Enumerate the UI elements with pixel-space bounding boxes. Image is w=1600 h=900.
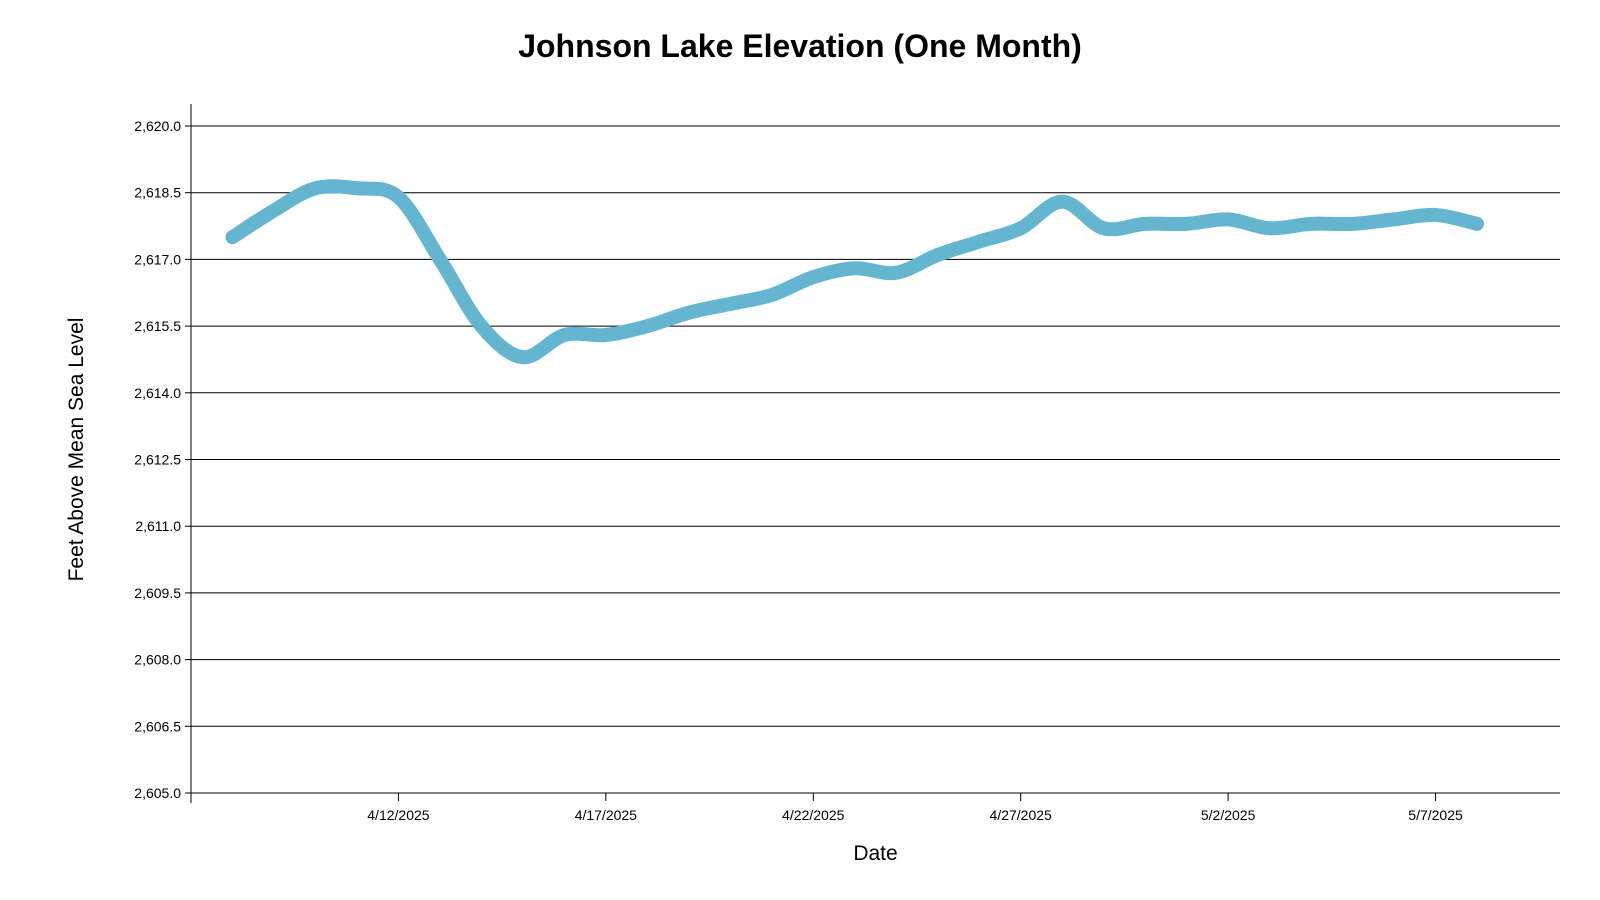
series-layer xyxy=(225,179,1485,365)
y-tick-label: 2,618.5 xyxy=(134,185,181,201)
y-tick-label: 2,609.5 xyxy=(134,585,181,601)
y-tick-label: 2,615.5 xyxy=(134,318,181,334)
x-tick-label: 5/2/2025 xyxy=(1201,807,1256,823)
y-tick-label: 2,606.5 xyxy=(134,718,181,734)
grid-lines xyxy=(191,125,1560,727)
x-tick-label: 4/12/2025 xyxy=(367,807,429,823)
y-tick-label: 2,617.0 xyxy=(134,251,181,267)
x-axis-ticks: 4/12/2025 4/17/2025 4/22/2025 4/27/2025 5/2/… xyxy=(190,793,1463,823)
y-axis-ticks: 2,605.0 2,606.5 2,608.0 2,609.5 2,611.0 2,612… xyxy=(134,118,191,801)
y-tick-label: 2,605.0 xyxy=(134,785,181,801)
chart-title: Johnson Lake Elevation (One Month) xyxy=(518,28,1082,64)
y-tick-label: 2,612.5 xyxy=(134,452,181,468)
y-axis-label: Feet Above Mean Sea Level xyxy=(65,318,88,582)
y-tick-label: 2,611.0 xyxy=(135,518,181,534)
x-tick-label: 4/22/2025 xyxy=(782,807,844,823)
y-tick-label: 2,614.0 xyxy=(134,385,181,401)
x-tick-label: 4/17/2025 xyxy=(575,807,637,823)
y-tick-label: 2,608.0 xyxy=(134,652,181,668)
series-line xyxy=(225,179,1485,365)
y-tick-label: 2,620.0 xyxy=(134,118,181,134)
x-tick-label: 4/27/2025 xyxy=(990,807,1052,823)
x-tick-label: 5/7/2025 xyxy=(1408,807,1463,823)
x-axis-label: Date xyxy=(853,842,897,865)
